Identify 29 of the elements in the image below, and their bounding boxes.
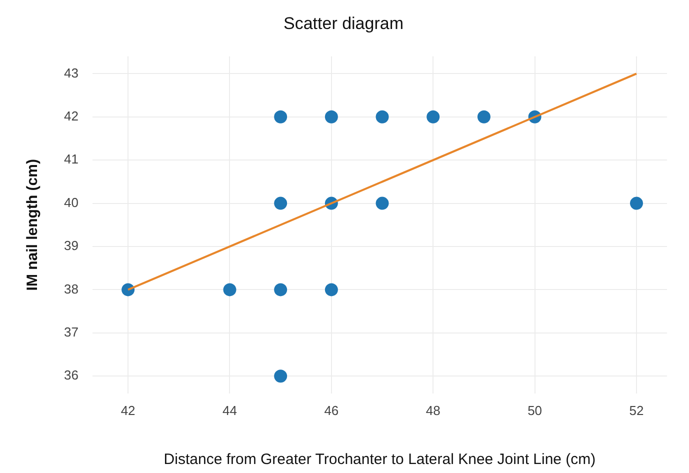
x-tick-label: 46: [324, 402, 339, 418]
point: [324, 110, 338, 124]
x-tick-label: 52: [629, 402, 644, 418]
point: [274, 110, 288, 124]
point: [376, 110, 389, 124]
point: [376, 196, 389, 210]
point: [274, 196, 288, 210]
x-tick-label: 44: [222, 402, 237, 418]
y-tick-label: 41: [64, 152, 78, 167]
y-tick-label: 43: [64, 65, 78, 80]
point: [324, 283, 338, 296]
chart-title: Scatter diagram: [284, 14, 404, 33]
point: [223, 283, 236, 296]
x-tick-label: 42: [120, 402, 136, 418]
y-axis-title: IM nail length (cm): [24, 159, 42, 291]
y-tick-label: 39: [64, 238, 78, 254]
point: [274, 370, 288, 383]
y-tick-label: 36: [64, 368, 78, 383]
x-axis-title: Distance from Greater Trochanter to Lateral Knee Joint Line (cm): [164, 451, 596, 468]
y-tick-label: 40: [64, 194, 78, 210]
y-tick-label: 37: [64, 324, 78, 340]
x-tick-label: 48: [426, 402, 440, 418]
x-tick-label: 50: [528, 402, 542, 418]
point: [274, 283, 288, 296]
y-tick-label: 38: [64, 281, 78, 296]
y-tick-label: 42: [64, 108, 78, 124]
point: [426, 110, 440, 124]
point: [477, 110, 490, 124]
point: [630, 196, 643, 210]
